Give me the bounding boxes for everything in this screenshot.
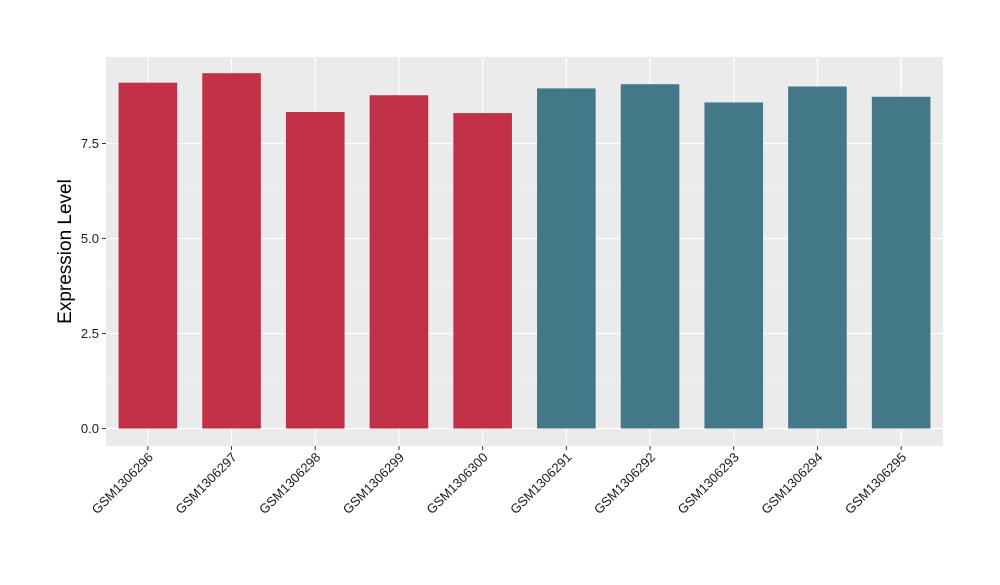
bars [118,73,931,429]
bar-GSM1306298 [285,111,345,429]
bar-GSM1306294 [788,86,847,429]
x-axis: GSM1306296 GSM1306297 GSM1306298 GSM1306299… [89,446,909,517]
x-tick-label: GSM1306299 [340,450,407,517]
y-tick-label: 5.0 [81,231,99,246]
bar-GSM1306299 [369,95,429,429]
y-tick-label: 7.5 [81,136,99,151]
x-tick-label: GSM1306298 [256,450,323,517]
y-axis-title: Expression Level [55,179,76,324]
x-tick-label: GSM1306292 [591,450,658,517]
y-tick-label: 2.5 [81,326,99,341]
x-tick-label: GSM1306294 [758,450,825,517]
x-tick-label: GSM1306297 [172,450,239,517]
bar-GSM1306296 [118,82,178,429]
bar-GSM1306300 [453,113,512,429]
x-tick-label: GSM1306291 [507,450,574,517]
x-tick-label: GSM1306293 [675,450,742,517]
bar-GSM1306293 [704,102,764,429]
x-tick-label: GSM1306296 [89,450,156,517]
y-axis: 0.0 2.5 5.0 7.5 [81,136,106,436]
bar-GSM1306292 [620,84,680,429]
y-tick-label: 0.0 [81,421,99,436]
bar-GSM1306291 [537,88,596,429]
bar-GSM1306297 [202,73,261,429]
x-tick-label: GSM1306295 [842,450,909,517]
bar-GSM1306295 [871,96,931,429]
x-tick-label: GSM1306300 [423,450,490,517]
